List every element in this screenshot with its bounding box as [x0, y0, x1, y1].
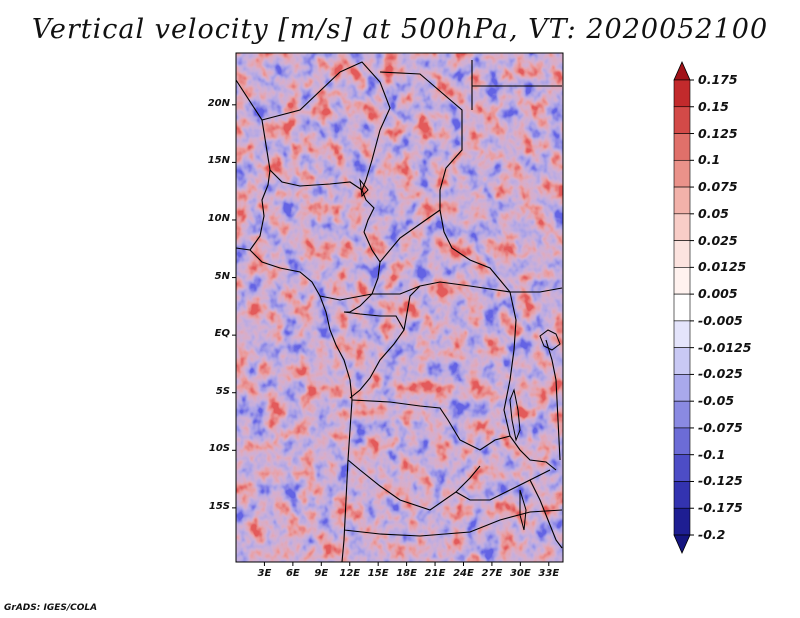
lon-tick-label: 12E [339, 568, 361, 579]
lat-tick-label: 20N [207, 97, 230, 109]
colorbar-label: -0.05 [698, 393, 735, 409]
colorbar-segment [673, 133, 691, 161]
colorbar-label: 0.1 [698, 152, 721, 168]
colorbar-label: -0.2 [698, 527, 726, 542]
colorbar-label: 0.15 [698, 98, 729, 114]
colorbar-label: 0.05 [698, 205, 729, 221]
chart-title: Vertical velocity [m/s] at 500hPa, VT: 2… [31, 14, 769, 45]
colorbar-segment [673, 159, 691, 188]
colorbar-label: 0.005 [698, 286, 738, 302]
lon-tick-label: 6E [285, 568, 300, 579]
colorbar-label: 0.025 [698, 232, 738, 248]
colorbar-label: -0.1 [698, 446, 726, 462]
colorbar-label: -0.075 [698, 419, 743, 435]
lat-tick-label: 15S [208, 500, 230, 512]
colorbar-label: -0.005 [698, 312, 743, 328]
colorbar-segment [673, 79, 691, 108]
colorbar-top-arrow [673, 61, 691, 81]
lat-tick-label: 5N [214, 270, 230, 282]
lat-tick-label: 5S [215, 385, 230, 397]
colorbar-segment [673, 507, 691, 536]
latitude-axis [232, 104, 236, 509]
colorbar-segment [673, 374, 691, 402]
colorbar-label: -0.125 [698, 473, 743, 489]
lat-tick-label: 10N [207, 212, 230, 224]
colorbar-label: -0.0125 [698, 339, 752, 355]
colorbar-segment [673, 240, 691, 268]
colorbar-label: -0.025 [698, 366, 743, 382]
colorbar-label: 0.0125 [698, 259, 747, 275]
lon-tick-label: 21E [424, 568, 446, 579]
lakes [359, 178, 561, 531]
colorbar-segment [673, 293, 691, 322]
colorbar-segment [673, 400, 691, 429]
lon-tick-label: 30E [509, 568, 531, 579]
colorbar-segment [673, 186, 691, 215]
lon-tick-label: 27E [481, 568, 503, 579]
colorbar-label: -0.175 [698, 500, 743, 516]
colorbar-segment [673, 481, 691, 509]
colorbar-segment [673, 454, 691, 482]
colorbar-bottom-arrow [673, 534, 691, 554]
lon-tick-label: 18E [396, 568, 417, 579]
colorbar-label: 0.075 [698, 179, 738, 195]
grads-credit: GrADS: IGES/COLA [4, 603, 98, 613]
plot-frame [235, 52, 564, 563]
lon-tick-label: 24E [453, 568, 474, 579]
colorbar-label: 0.125 [698, 125, 738, 141]
colorbar-label: 0.175 [698, 72, 738, 87]
lat-tick-label: 10S [208, 443, 230, 455]
colorbar-segment [673, 320, 691, 348]
lat-tick-label: EQ [214, 328, 230, 340]
colorbar-segment [673, 267, 691, 295]
lon-tick-label: 15E [367, 568, 389, 579]
longitude-axis [263, 562, 550, 566]
lon-tick-label: 3E [257, 568, 272, 579]
colorbar [673, 61, 694, 554]
lat-tick-label: 15N [207, 155, 230, 167]
colorbar-segment [673, 347, 691, 375]
colorbar-segment [673, 106, 691, 134]
lon-tick-label: 9E [314, 568, 329, 579]
lon-tick-label: 33E [538, 568, 560, 579]
colorbar-segment [673, 427, 691, 456]
velocity-field [236, 53, 563, 562]
colorbar-segment [673, 213, 691, 241]
country-borders [236, 60, 563, 562]
